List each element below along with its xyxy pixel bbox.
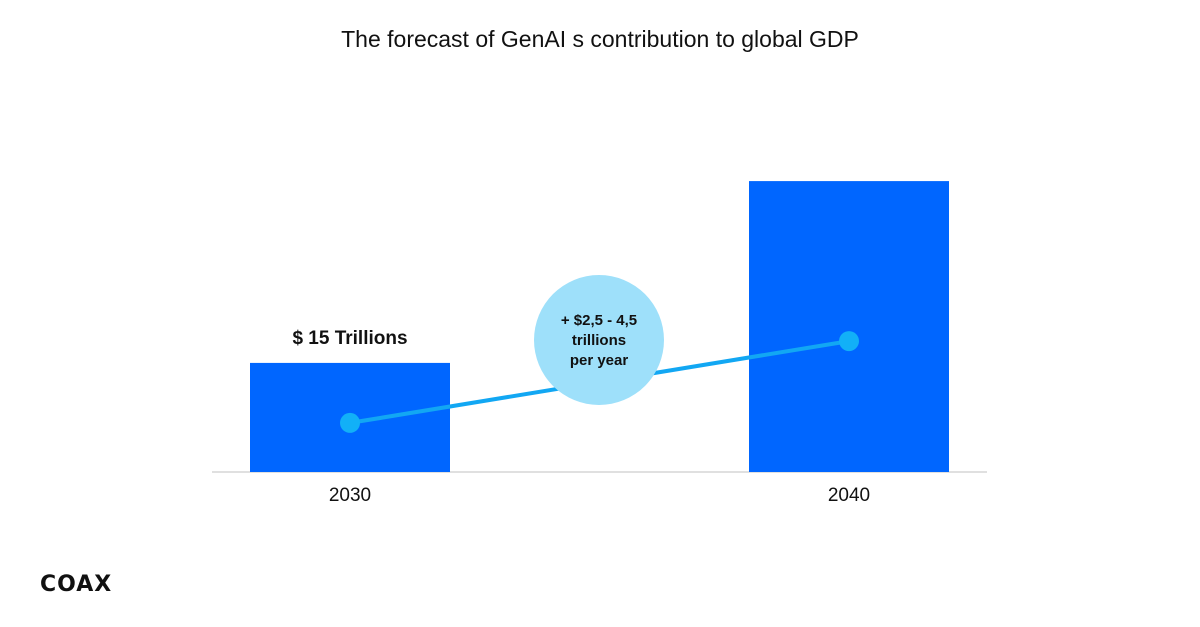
x-tick-label-2040: 2040 [828, 485, 870, 506]
annotation-line-3: per year [570, 352, 629, 369]
annotation-bubble: + $2,5 - 4,5 trillions per year [534, 275, 664, 405]
annotation-line-1: + $2,5 - 4,5 [561, 312, 637, 329]
chart-title: The forecast of GenAI s contribution to … [341, 26, 859, 52]
brand-logo: COAX [40, 572, 113, 597]
x-tick-label-2030: 2030 [329, 485, 371, 506]
trend-point-2030 [340, 412, 360, 433]
bar-2040 [749, 181, 949, 472]
annotation-bubble-circle [534, 275, 664, 405]
trend-point-2040 [839, 331, 859, 352]
data-label-2030: $ 15 Trillions [292, 328, 407, 349]
labels-group: 2030 $ 15 Trillions 2040 [292, 328, 870, 506]
annotation-line-2: trillions [572, 332, 626, 349]
